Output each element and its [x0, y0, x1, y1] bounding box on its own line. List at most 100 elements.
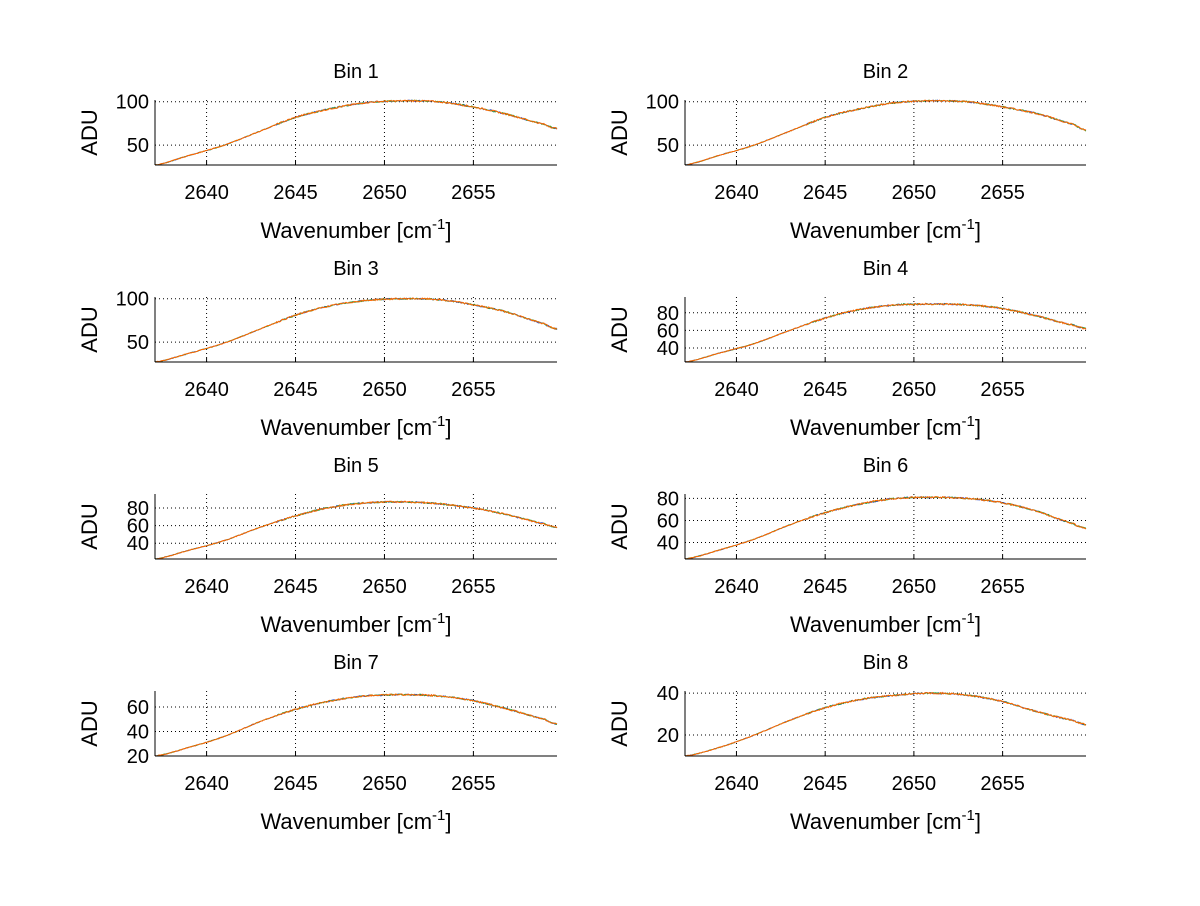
x-tick-label: 2645 — [273, 773, 318, 795]
spectrum-line-series-1 — [684, 99, 1087, 166]
x-tick-label: 2655 — [980, 576, 1025, 598]
x-axis-label-close: ] — [975, 218, 981, 243]
y-tick-label: 40 — [657, 338, 679, 360]
x-tick-label: 2640 — [184, 379, 229, 401]
spectrum-line-series-3 — [155, 500, 558, 560]
x-axis-label-text: Wavenumber [cm — [790, 809, 962, 834]
x-axis-label-close: ] — [445, 415, 451, 440]
x-axis-label-text: Wavenumber [cm — [260, 612, 432, 637]
spectrum-line-series-1 — [684, 302, 1087, 363]
subplot-title: Bin 3 — [333, 258, 379, 280]
y-tick-label: 20 — [657, 725, 679, 747]
spectrum-line-series-1 — [154, 99, 558, 166]
y-tick-label: 60 — [657, 320, 679, 342]
subplot-title: Bin 1 — [333, 61, 379, 83]
x-axis-label-text: Wavenumber [cm — [260, 809, 432, 834]
y-tick-label: 80 — [127, 498, 149, 520]
x-tick-label: 2655 — [451, 182, 496, 204]
x-axis-label-superscript: -1 — [432, 216, 445, 233]
x-tick-label: 2640 — [714, 182, 759, 204]
spectrum-line-series-2 — [684, 692, 1087, 757]
x-tick-label: 2640 — [714, 379, 759, 401]
subplot-title: Bin 7 — [333, 652, 379, 674]
y-tick-label: 100 — [116, 92, 149, 114]
subplot-bin-2: Bin 2 2640 2645 2650 2655 50 100 Wavenumber [cm… — [607, 61, 1087, 243]
y-tick-label: 60 — [127, 697, 149, 719]
x-axis-label-close: ] — [445, 809, 451, 834]
y-tick-label: 80 — [657, 303, 679, 325]
y-tick-label: 50 — [657, 135, 679, 157]
y-tick-label: 100 — [646, 92, 679, 114]
spectrum-line-series-2 — [684, 302, 1087, 363]
x-tick-label: 2645 — [273, 182, 318, 204]
y-tick-label: 40 — [657, 683, 679, 705]
spectrum-line-series-3 — [684, 691, 1087, 757]
y-tick-label: 50 — [127, 135, 149, 157]
x-axis-label-superscript: -1 — [432, 413, 445, 430]
subplot-bin-8: Bin 8 2640 2645 2650 2655 20 40 Wavenumber [cm-… — [607, 652, 1087, 834]
y-tick-label: 60 — [657, 510, 679, 532]
spectrum-line-series-1 — [684, 496, 1087, 560]
x-tick-label: 2640 — [184, 182, 229, 204]
y-axis-label: ADU — [77, 503, 102, 549]
x-axis-label-superscript: -1 — [962, 413, 975, 430]
y-tick-label: 80 — [657, 488, 679, 510]
spectrum-line-series-1 — [154, 500, 558, 560]
x-axis-label: Wavenumber [cm-1] — [260, 610, 451, 637]
x-axis-label-text: Wavenumber [cm — [790, 218, 962, 243]
spectrum-line-series-2 — [154, 99, 558, 166]
spectrum-line-series-2 — [154, 500, 558, 560]
x-axis-label-text: Wavenumber [cm — [790, 612, 962, 637]
y-tick-label: 40 — [657, 532, 679, 554]
subplot-title: Bin 5 — [333, 455, 379, 477]
y-axis-label: ADU — [607, 109, 632, 155]
x-tick-label: 2640 — [714, 576, 759, 598]
x-tick-label: 2650 — [892, 379, 937, 401]
y-tick-label: 20 — [127, 746, 149, 768]
subplot-bin-1: Bin 1 2640 2645 2650 2655 50 100 Wavenumber [cm… — [77, 61, 558, 243]
x-tick-label: 2645 — [273, 576, 318, 598]
x-tick-label: 2655 — [980, 182, 1025, 204]
x-tick-label: 2650 — [362, 773, 407, 795]
x-axis-label: Wavenumber [cm-1] — [260, 807, 451, 834]
spectrum-line-series-2 — [684, 496, 1087, 560]
x-axis-label: Wavenumber [cm-1] — [790, 807, 981, 834]
y-tick-label: 40 — [127, 533, 149, 555]
x-axis-label-close: ] — [975, 612, 981, 637]
x-axis-label-close: ] — [975, 809, 981, 834]
y-tick-label: 40 — [127, 721, 149, 743]
y-axis-label: ADU — [607, 306, 632, 352]
subplot-title: Bin 2 — [863, 61, 909, 83]
spectrum-line-series-1 — [154, 693, 558, 757]
spectrum-line-series-3 — [154, 693, 558, 757]
y-axis-label: ADU — [77, 109, 102, 155]
x-axis-label-close: ] — [445, 612, 451, 637]
spectrum-line-series-1 — [684, 691, 1087, 757]
spectrum-line-series-2 — [154, 693, 557, 757]
spectrum-line-series-3 — [154, 99, 558, 166]
x-axis-label: Wavenumber [cm-1] — [260, 216, 451, 243]
x-tick-label: 2645 — [803, 576, 848, 598]
x-tick-label: 2655 — [451, 773, 496, 795]
x-axis-label-text: Wavenumber [cm — [790, 415, 962, 440]
x-tick-label: 2645 — [273, 379, 318, 401]
spectrum-line-series-3 — [684, 495, 1087, 560]
x-axis-label: Wavenumber [cm-1] — [260, 413, 451, 440]
x-tick-label: 2650 — [362, 576, 407, 598]
x-axis-label-text: Wavenumber [cm — [260, 218, 432, 243]
spectrum-line-series-3 — [684, 99, 1087, 166]
x-tick-label: 2640 — [184, 773, 229, 795]
x-tick-label: 2650 — [362, 379, 407, 401]
x-axis-label-text: Wavenumber [cm — [260, 415, 432, 440]
spectrum-line-series-3 — [684, 302, 1087, 363]
y-axis-label: ADU — [77, 306, 102, 352]
x-axis-label-superscript: -1 — [962, 610, 975, 627]
x-tick-label: 2650 — [892, 576, 937, 598]
x-tick-label: 2655 — [980, 379, 1025, 401]
x-tick-label: 2650 — [892, 182, 937, 204]
x-tick-label: 2650 — [362, 182, 407, 204]
spectrum-line-series-2 — [684, 99, 1087, 166]
